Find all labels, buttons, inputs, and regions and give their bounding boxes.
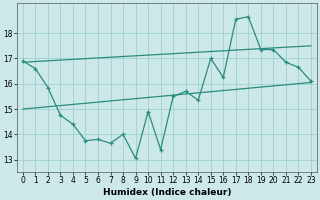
X-axis label: Humidex (Indice chaleur): Humidex (Indice chaleur) — [103, 188, 231, 197]
